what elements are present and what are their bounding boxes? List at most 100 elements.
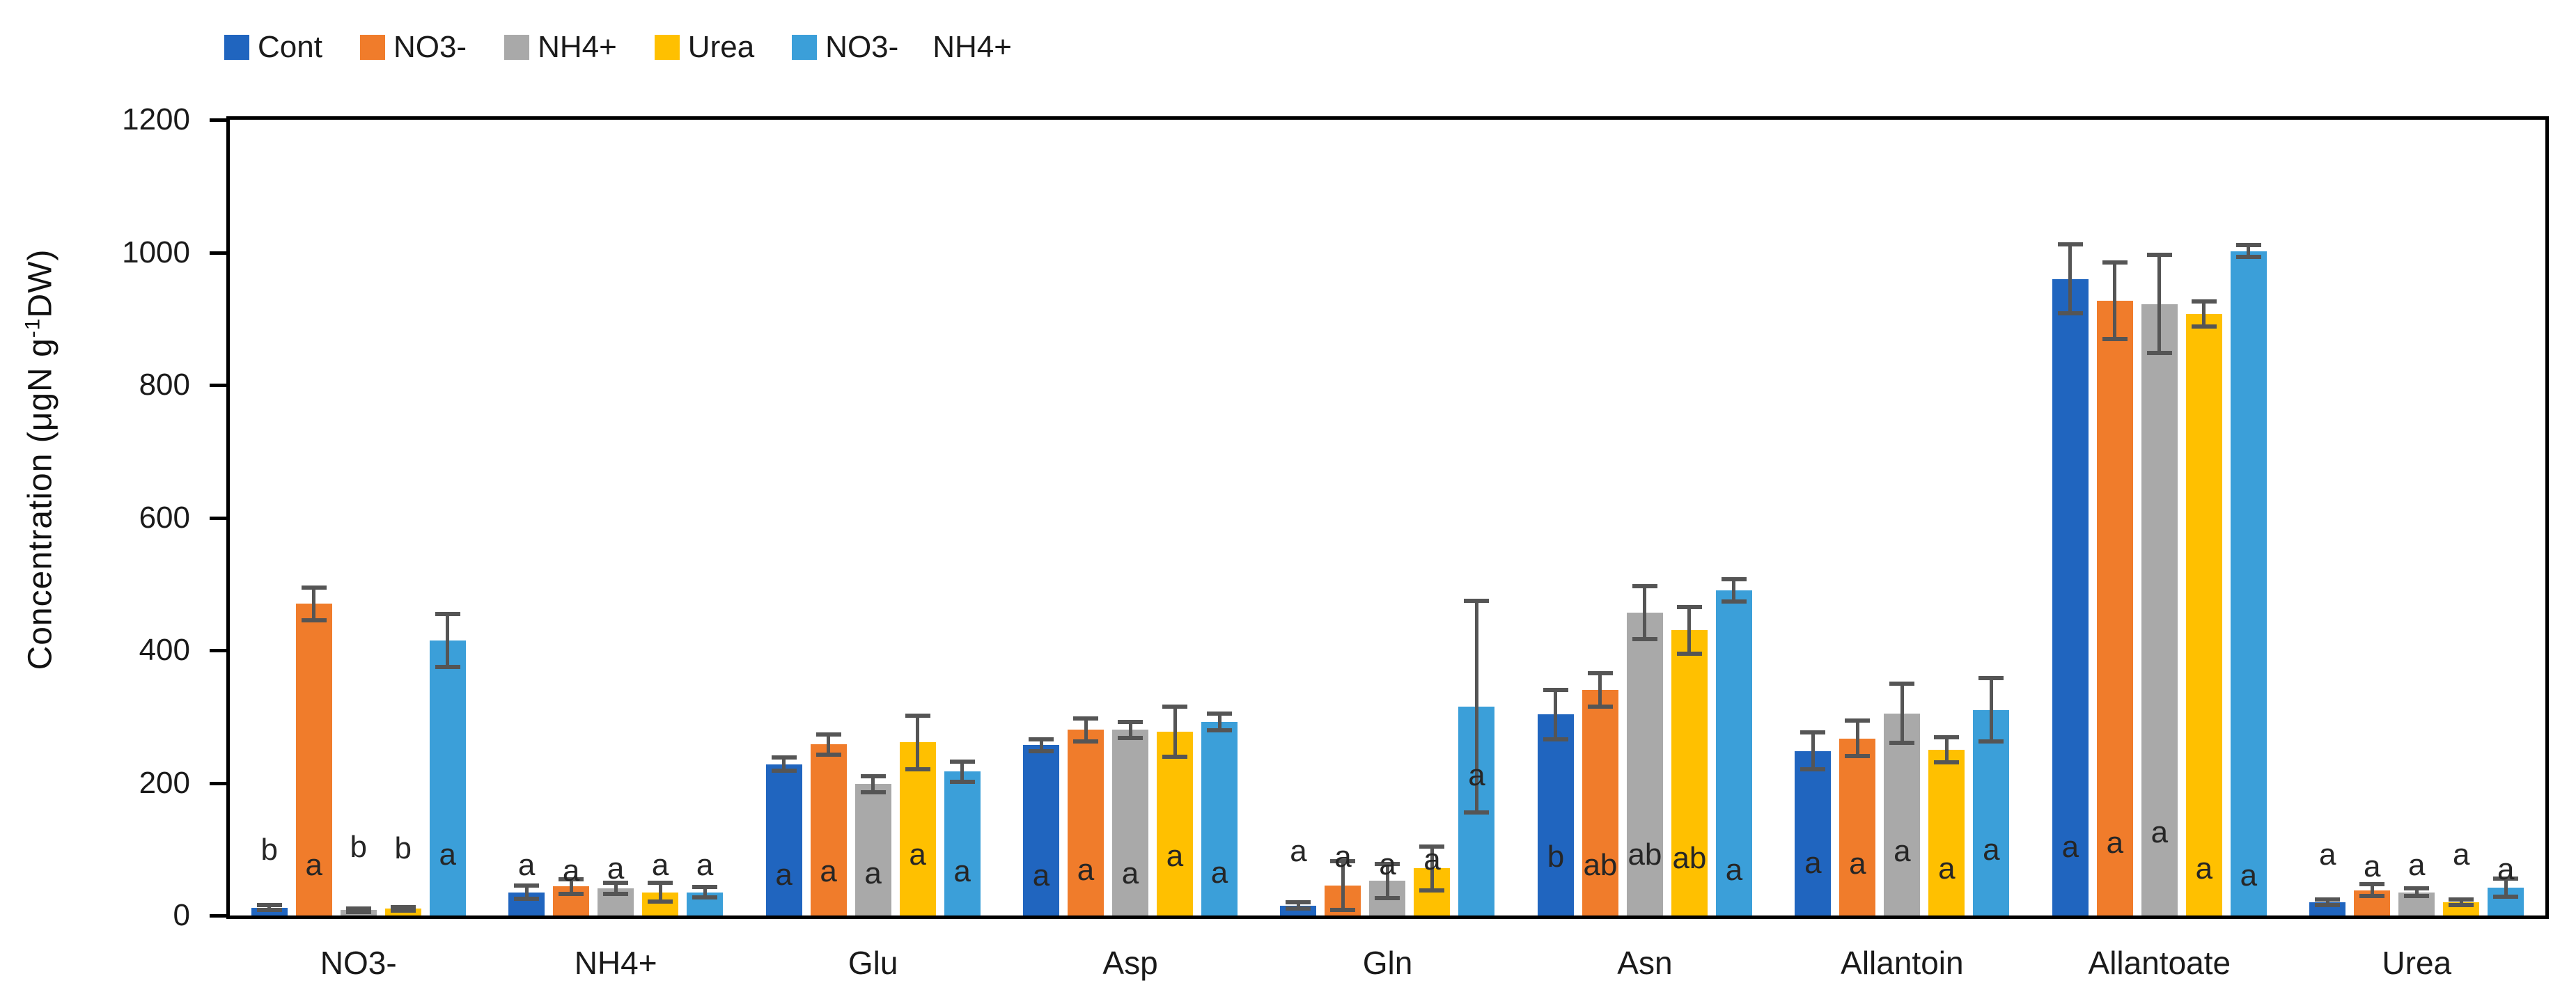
error-bar-top-cap <box>1419 844 1445 849</box>
error-bar-top-cap <box>949 760 975 764</box>
legend-color-swatch <box>504 35 530 60</box>
significance-letter: a <box>2150 815 2169 849</box>
plot-area: b a b b a a a a a a a a a a a a a a a a a a a a a b ab ab ab a a a a a a a a… <box>210 116 2549 919</box>
error-bar-line <box>1855 720 1859 757</box>
y-axis-tick-mark <box>210 251 226 255</box>
x-axis-category-label: NO3- <box>320 945 397 981</box>
bar-fill <box>2096 301 2133 915</box>
error-bar-line <box>2113 262 2117 340</box>
bar-fill <box>944 771 981 915</box>
significance-letter: ab <box>1583 847 1618 882</box>
error-bar-bottom-cap <box>2449 902 2474 907</box>
error-bar-top-cap <box>1073 716 1099 721</box>
error-bar-bottom-cap <box>1676 651 1702 656</box>
bar-no3-allantoin: a <box>1973 676 2010 915</box>
error-bar-line <box>916 716 920 769</box>
error-bar-top-cap <box>435 611 460 616</box>
significance-letter: a <box>439 838 456 872</box>
error-bar-bottom-cap <box>1118 735 1143 740</box>
error-bar-top-cap <box>1721 577 1747 582</box>
legend-label: NO3- <box>393 30 467 64</box>
y-axis-tick-mark <box>210 384 226 387</box>
error-bar-line <box>1732 579 1736 602</box>
error-bar-line <box>2068 244 2072 314</box>
error-bar-bottom-cap <box>603 891 629 896</box>
error-bar-bottom-cap <box>2235 255 2261 260</box>
significance-letter: a <box>2453 838 2470 872</box>
significance-letter: a <box>1210 855 1228 890</box>
significance-letter: a <box>1290 834 1307 869</box>
error-bar-top-cap <box>860 773 886 778</box>
error-bar-bottom-cap <box>1162 755 1188 760</box>
bar-urea-asn: ab <box>1671 605 1708 915</box>
significance-letter: a <box>1423 842 1441 877</box>
error-bar-top-cap <box>256 902 282 907</box>
significance-letter: a <box>2497 852 2515 887</box>
error-bar-top-cap <box>905 714 930 718</box>
error-bar-line <box>1341 860 1345 911</box>
error-bar-top-cap <box>2057 242 2083 247</box>
error-bar-bottom-cap <box>559 891 584 896</box>
error-bar-top-cap <box>1286 899 1311 904</box>
y-axis-tick-label: 1000 <box>122 235 190 269</box>
bar-no3-gln: a <box>1458 598 1495 915</box>
bar-fill <box>1626 612 1663 915</box>
bar-fill <box>2052 278 2089 915</box>
bar-urea-nh4: a <box>642 849 679 915</box>
error-bar-bottom-cap <box>345 910 371 915</box>
bar-no3-allantoin: a <box>1839 718 1876 915</box>
error-bar-line <box>1173 706 1177 757</box>
bar-fill <box>1201 721 1238 915</box>
error-bar-bottom-cap <box>1800 767 1826 772</box>
bar-nh4-asp: a <box>1112 719 1149 915</box>
bar-cont-nh4: a <box>508 849 545 915</box>
error-bar-bottom-cap <box>1330 908 1356 913</box>
significance-letter: b <box>350 829 367 864</box>
error-bar-bottom-cap <box>1721 599 1747 604</box>
significance-letter: a <box>2408 847 2426 882</box>
bar-fill <box>2230 251 2267 915</box>
error-bar-top-cap <box>1889 681 1915 686</box>
error-bar-bottom-cap <box>1375 896 1400 901</box>
error-bar-top-cap <box>1162 704 1188 709</box>
bar-no3-urea: a <box>2488 854 2524 915</box>
significance-letter: a <box>1938 851 1956 886</box>
bar-fill <box>1671 630 1708 915</box>
bar-urea-urea: a <box>2443 840 2480 915</box>
error-bar-line <box>703 887 707 898</box>
error-bar-top-cap <box>2359 882 2385 887</box>
y-axis-tick-label: 800 <box>139 368 190 402</box>
error-bar-top-cap <box>648 881 673 886</box>
error-bar-line <box>312 587 316 621</box>
significance-letter: a <box>517 847 536 882</box>
significance-letter: a <box>1379 847 1396 881</box>
error-bar-bottom-cap <box>2102 337 2128 342</box>
bar-urea-no3: b <box>384 833 421 915</box>
significance-letter: a <box>864 856 882 890</box>
error-bar-line <box>1687 607 1692 654</box>
y-axis-tick-mark <box>210 781 226 785</box>
significance-letter: a <box>820 854 837 889</box>
error-bar-bottom-cap <box>2057 311 2083 316</box>
error-bar-top-cap <box>1632 583 1657 588</box>
y-axis-tick-label: 1200 <box>122 102 190 136</box>
y-axis-tick-mark <box>210 516 226 520</box>
error-bar-bottom-cap <box>390 909 416 913</box>
bar-cont-asn: b <box>1537 688 1574 915</box>
error-bar-bottom-cap <box>514 897 540 902</box>
bar-fill <box>899 742 936 915</box>
bar-urea-allantoin: a <box>1928 734 1965 915</box>
error-bar-top-cap <box>345 906 371 911</box>
x-axis-category-label: Allantoate <box>2088 945 2231 981</box>
x-axis-category-label: Asp <box>1102 945 1158 981</box>
error-bar-line <box>1989 678 1993 742</box>
error-bar-line <box>2370 884 2374 897</box>
error-bar-line <box>2202 301 2206 327</box>
error-bar-line <box>524 886 529 899</box>
error-bar-line <box>2459 899 2463 905</box>
error-bar-top-cap <box>2146 253 2172 258</box>
bar-fill <box>1928 749 1965 915</box>
